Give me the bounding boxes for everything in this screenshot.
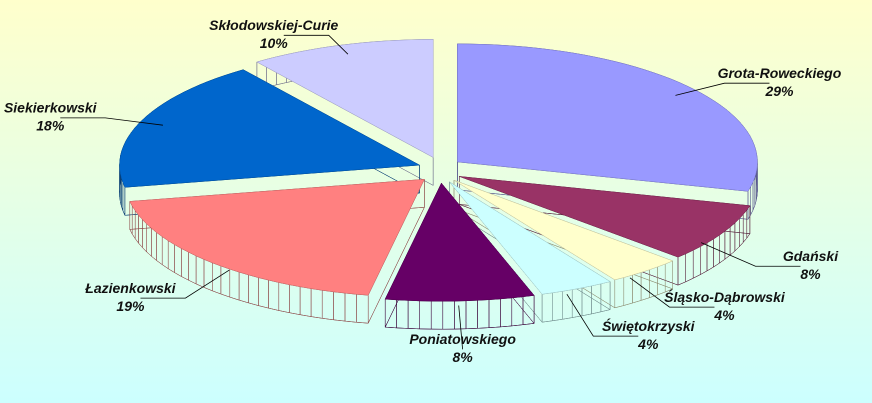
slice [119,69,421,188]
slice-value-label: 29% [764,83,794,99]
slice [384,182,535,302]
leader-line [283,34,349,55]
leader-line [566,293,639,337]
slice [129,179,425,296]
leader-line [458,305,464,350]
slice-value-label: 8% [452,349,473,365]
slice-label: Świętokrzyski [602,317,696,334]
leader-line [629,277,715,308]
slice-label: Poniatowskiego [409,331,516,347]
slice-label: Śląsko-Dąbrowski [664,288,786,305]
slice-value-label: 4% [713,307,735,323]
slice-value-label: 8% [800,266,821,282]
slice-value-label: 19% [116,298,145,314]
leader-line [675,82,770,96]
leader-line [700,242,801,267]
slice [459,176,751,258]
leader-line [140,269,230,299]
slice-label: Grota-Roweckiego [718,65,842,81]
slice-label: Łazienkowski [84,280,176,296]
slice-value-label: 4% [637,336,659,352]
slice-label: Siekierkowski [4,100,98,116]
slice-label: Gdański [783,248,839,264]
leader-line [60,117,163,126]
slice [256,39,434,158]
slice [453,179,674,281]
slice-label: Skłodowskiej-Curie [209,17,338,33]
slice [449,181,611,295]
slice-value-label: 18% [36,118,65,134]
slice [457,43,758,192]
slice-value-label: 10% [260,35,289,51]
